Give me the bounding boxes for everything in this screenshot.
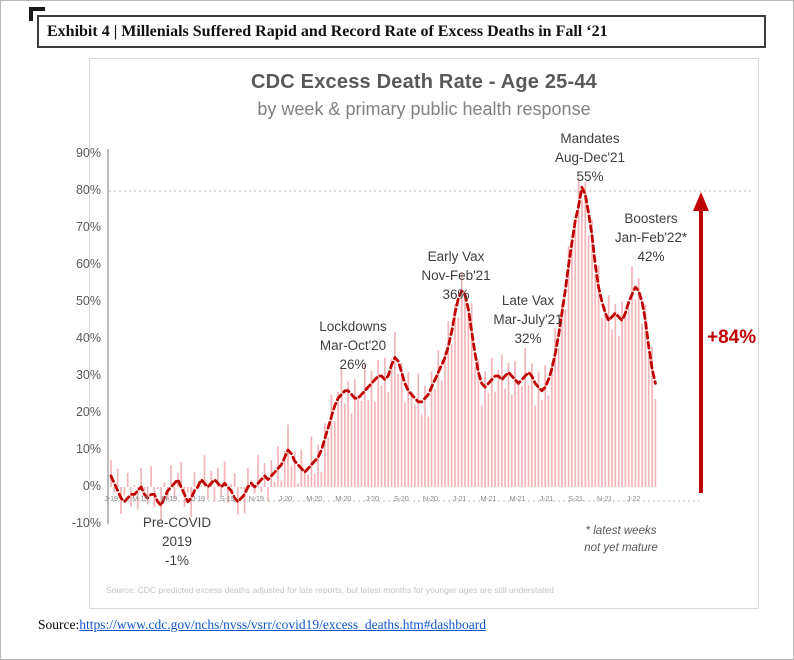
source-label: Source: <box>38 617 80 632</box>
annotation-line: -1% <box>164 553 190 568</box>
y-tick-label: -10% <box>71 516 101 530</box>
chart-title: CDC Excess Death Rate - Age 25-44 <box>251 71 597 93</box>
x-tick-label: M-20 <box>306 494 323 503</box>
y-tick-label: 10% <box>75 442 101 456</box>
annotation-line: 36% <box>442 287 470 302</box>
annotation-line: 55% <box>576 169 604 184</box>
annotation-line: 26% <box>339 357 367 372</box>
x-tick-label: M-21 <box>480 494 497 503</box>
annotation-line: Nov-Feb'21 <box>421 268 491 283</box>
chart-source-note: Source: CDC predicted excess deaths adju… <box>106 585 554 595</box>
x-tick-label: J-20 <box>365 494 380 503</box>
x-tick-label: J-22 <box>626 494 641 503</box>
x-tick-label: N-21 <box>596 494 612 503</box>
annotation-pre-covid: Pre-COVID 2019 -1% <box>143 513 211 570</box>
annotation-mandates: Mandates Aug-Dec'21 55% <box>555 129 625 186</box>
y-tick-label: 90% <box>75 146 101 160</box>
annotation-line: Mandates <box>560 131 620 146</box>
x-tick-label: J-20 <box>278 494 292 503</box>
annotation-line: 42% <box>637 249 665 264</box>
x-tick-label: S-19 <box>219 494 235 503</box>
y-tick-label: 70% <box>75 220 101 234</box>
annotation-line: Lockdowns <box>319 319 387 334</box>
page-source: Source:https://www.cdc.gov/nchs/nvss/vsr… <box>38 617 486 633</box>
annotation-line: Pre-COVID <box>142 515 212 530</box>
annotation-line: Mar-July'21 <box>493 312 563 327</box>
y-tick-label: 30% <box>75 368 101 382</box>
x-tick-label: S-21 <box>568 494 583 503</box>
x-tick-label: J-19 <box>104 494 118 503</box>
x-tick-label: M-19 <box>132 494 148 503</box>
exhibit-title: Exhibit 4 | Millenials Suffered Rapid an… <box>47 22 608 40</box>
y-tick-label: 80% <box>75 183 101 197</box>
chart-subtitle: by week & primary public health response <box>257 99 591 119</box>
annotation-line: 2019 <box>161 534 193 549</box>
arrow-increase-label: +84% <box>707 327 757 348</box>
y-tick-label: 60% <box>75 257 101 271</box>
x-tick-label: N-19 <box>248 494 264 503</box>
annotation-line: Jan-Feb'22* <box>614 230 688 245</box>
annotation-boosters: Boosters Jan-Feb'22* 42% <box>615 209 687 266</box>
increase-arrow-head <box>693 192 709 211</box>
annotation-line: Early Vax <box>427 249 485 264</box>
annotation-line: Mar-Oct'20 <box>319 338 387 353</box>
x-tick-label: J-21 <box>452 494 467 503</box>
annotation-early-vax: Early Vax Nov-Feb'21 36% <box>421 247 490 304</box>
chart-footnote: * latest weeks not yet mature <box>584 525 658 554</box>
trend-line <box>109 185 657 507</box>
corner-mark <box>29 7 45 21</box>
y-tick-label: 40% <box>75 331 101 345</box>
annotation-line: Late Vax <box>501 293 555 308</box>
x-tick-label: J-21 <box>539 494 554 503</box>
y-tick-label: 0% <box>82 479 101 493</box>
y-tick-label: 20% <box>75 405 101 419</box>
annotation-late-vax: Late Vax Mar-July'21 32% <box>493 291 562 348</box>
x-tick-label: N-20 <box>422 494 438 503</box>
x-tick-label: M-20 <box>335 494 352 503</box>
x-tick-label: J-19 <box>191 494 205 503</box>
annotation-line: Aug-Dec'21 <box>554 150 626 165</box>
x-tick-label: M-19 <box>161 494 177 503</box>
x-tick-label: S-20 <box>393 494 409 503</box>
source-link[interactable]: https://www.cdc.gov/nchs/nvss/vsrr/covid… <box>79 617 486 632</box>
annotation-line: 32% <box>514 331 542 346</box>
annotation-line: Boosters <box>624 211 678 226</box>
weekly-bars <box>110 177 657 521</box>
exhibit-title-box: Exhibit 4 | Millenials Suffered Rapid an… <box>37 15 766 48</box>
annotation-lockdowns: Lockdowns Mar-Oct'20 26% <box>319 317 387 374</box>
x-tick-label: M-21 <box>509 494 526 503</box>
y-tick-label: 50% <box>75 294 101 308</box>
